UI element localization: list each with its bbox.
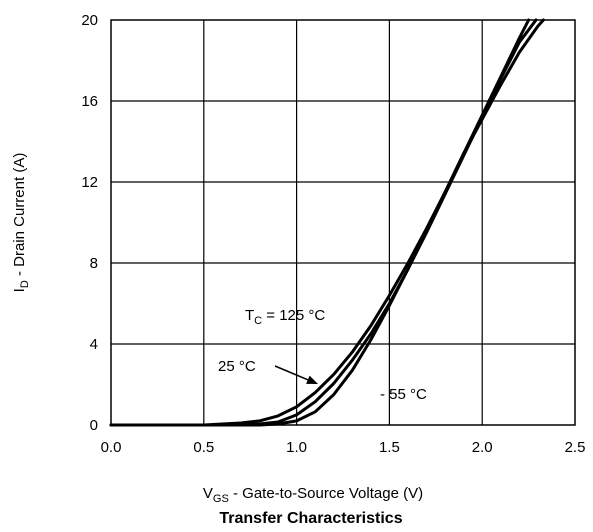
y-tick-label: 4 <box>90 336 98 353</box>
annotation-minus-55c: - 55 °C <box>380 386 427 403</box>
annotation-tc-125-sub: C <box>254 315 262 327</box>
annotation-arrow-line <box>274 365 309 381</box>
annotation-tc-125-main: T <box>245 307 254 324</box>
x-tick-label: 1.0 <box>286 439 307 456</box>
series-line-25c <box>109 18 538 427</box>
annotation-tc-125-rest: = 125 °C <box>262 307 325 324</box>
series-layer <box>109 18 545 427</box>
x-axis-label-main: V <box>203 485 213 502</box>
y-tick-label: 20 <box>81 12 98 29</box>
y-axis-label-rest: - Drain Current (A) <box>11 153 28 281</box>
series-line-tc-125 <box>109 18 531 427</box>
series-line-minus-55c <box>109 18 545 427</box>
x-tick-label: 0.0 <box>101 439 122 456</box>
annotation-arrow-head <box>306 375 318 384</box>
x-axis-label-rest: - Gate-to-Source Voltage (V) <box>229 485 423 502</box>
y-axis-label: ID - Drain Current (A) <box>11 153 31 293</box>
y-tick-label: 16 <box>81 93 98 110</box>
y-tick-label: 0 <box>90 417 98 434</box>
grid <box>111 20 575 425</box>
x-tick-label: 2.0 <box>472 439 493 456</box>
x-tick-label: 2.5 <box>565 439 586 456</box>
x-tick-labels: 0.0 0.5 1.0 1.5 2.0 2.5 <box>101 439 586 456</box>
y-tick-label: 12 <box>81 174 98 191</box>
annotation-tc-125: TC = 125 °C <box>245 307 325 327</box>
y-axis-label-main: I <box>11 288 28 292</box>
y-axis-label-sub: D <box>19 280 31 288</box>
x-tick-label: 1.5 <box>379 439 400 456</box>
x-axis-label-sub: GS <box>213 493 229 505</box>
y-tick-label: 8 <box>90 255 98 272</box>
plot-frame <box>110 19 576 426</box>
x-tick-label: 0.5 <box>193 439 214 456</box>
annotation-25c: 25 °C <box>218 358 256 375</box>
x-axis-label: VGS - Gate-to-Source Voltage (V) <box>203 485 423 505</box>
y-tick-labels: 0 4 8 12 16 20 <box>81 12 98 434</box>
chart-title: Transfer Characteristics <box>219 510 402 527</box>
